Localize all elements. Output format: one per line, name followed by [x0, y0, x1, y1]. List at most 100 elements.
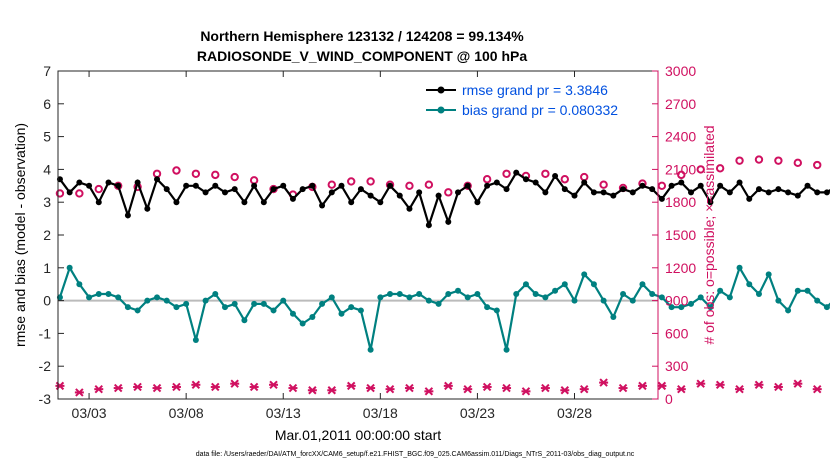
obs-assimilated-point [696, 379, 706, 388]
rmse-point [755, 186, 762, 193]
rmse-point [134, 179, 141, 186]
bias-point [736, 264, 743, 271]
rmse-point [387, 182, 394, 189]
rmse-point [542, 189, 549, 196]
y2-axis-label: # of obs: o=possible; ×=assimilated [701, 125, 717, 344]
obs-assimilated-point [735, 384, 745, 394]
obs-assimilated-point [482, 382, 492, 392]
obs-assimilated-point [540, 383, 550, 393]
obs-possible-point [696, 165, 705, 174]
rmse-point [455, 189, 461, 196]
obs-assimilated-point [55, 381, 65, 391]
bias-point [688, 300, 695, 307]
x-tick-label: 03/28 [557, 405, 592, 421]
bias-point [338, 310, 345, 317]
bias-point [629, 297, 636, 304]
rmse-point [503, 186, 510, 193]
obs-possible-point [249, 176, 259, 185]
obs-possible-point [774, 156, 783, 165]
y-tick-label: 2 [43, 227, 51, 243]
rmse-point [425, 222, 432, 229]
rmse-point [697, 182, 704, 189]
obs-assimilated-point [424, 387, 434, 396]
y-tick-label: 4 [43, 161, 51, 177]
obs-possible-point [793, 158, 803, 168]
rmse-point [746, 195, 753, 202]
obs-assimilated-point [618, 383, 628, 393]
rmse-point [173, 199, 180, 206]
bias-series-line [58, 265, 830, 351]
rmse-point [581, 179, 588, 186]
y2-tick-label: 900 [665, 293, 689, 309]
y-tick-label: -1 [39, 325, 52, 341]
obs-assimilated-point [133, 382, 143, 392]
obs-assimilated-point [521, 387, 531, 396]
legend-bias-label: bias grand pr = 0.080332 [462, 102, 618, 118]
rmse-point [348, 199, 355, 206]
obs-possible-point [813, 160, 822, 170]
rmse-point [319, 202, 326, 209]
bias-point [678, 304, 685, 311]
bias-point [163, 297, 170, 304]
bias-point [717, 287, 724, 294]
rmse-point [144, 205, 151, 212]
rmse-point [260, 199, 267, 206]
rmse-point [183, 182, 190, 189]
rmse-point [396, 192, 403, 199]
rmse-point [493, 179, 500, 186]
rmse-point [736, 179, 743, 186]
rmse-point [464, 182, 471, 189]
bias-point [251, 300, 258, 307]
bias-point [522, 281, 529, 288]
rmse-point [775, 186, 782, 193]
rmse-point [289, 195, 296, 202]
obs-assimilated-point [230, 379, 240, 388]
obs-assimilated-point [288, 383, 298, 393]
obs-assimilated-point [463, 384, 473, 394]
bias-point [610, 314, 617, 320]
bias-point [513, 291, 520, 298]
bias-point [348, 304, 355, 311]
plot-frame [57, 70, 659, 400]
bias-point [746, 281, 753, 288]
bias-point [115, 294, 122, 301]
bias-point [387, 291, 394, 298]
rmse-point [814, 189, 821, 196]
rmse-point [241, 199, 248, 206]
rmse-point [474, 199, 481, 206]
y2-tick-label: 2400 [665, 129, 696, 145]
obs-possible-point [94, 184, 103, 194]
obs-assimilated-point [715, 380, 725, 389]
rmse-point [338, 182, 345, 189]
bias-point [231, 300, 238, 307]
y2-tick-label: 1200 [665, 260, 696, 276]
rmse-point [804, 182, 811, 189]
y2-tick-label: 300 [665, 358, 689, 374]
rmse-point [105, 179, 112, 186]
rmse-point [221, 189, 228, 196]
chart-subtitle: RADIOSONDE_V_WIND_COMPONENT @ 100 hPa [197, 48, 527, 64]
bias-point [357, 307, 364, 314]
obs-possible-point [754, 155, 764, 164]
bias-point [765, 271, 772, 278]
rmse-point [707, 199, 714, 206]
bias-point [212, 291, 219, 298]
bias-point [620, 291, 627, 298]
obs-possible-point [152, 169, 162, 178]
rmse-point [590, 189, 597, 196]
obs-possible-point [405, 181, 414, 191]
bias-point [503, 346, 510, 353]
y-tick-label: 7 [43, 63, 51, 79]
axes: -3 -2 -1 0 1 2 3 4 5 6 7 0 300 600 900 1200 1500 1800 2100… [39, 63, 697, 421]
rmse-point [328, 189, 335, 196]
obs-possible-point [541, 169, 550, 178]
rmse-point [552, 172, 559, 179]
x-tick-label: 03/23 [460, 405, 495, 421]
obs-assimilated-point [560, 386, 570, 395]
bias-point [319, 300, 326, 307]
y2-tick-label: 3000 [665, 63, 696, 79]
bias-point [794, 287, 801, 294]
bias-point [697, 294, 704, 301]
obs-possible-point [366, 177, 375, 186]
obs-possible-point [657, 181, 667, 191]
